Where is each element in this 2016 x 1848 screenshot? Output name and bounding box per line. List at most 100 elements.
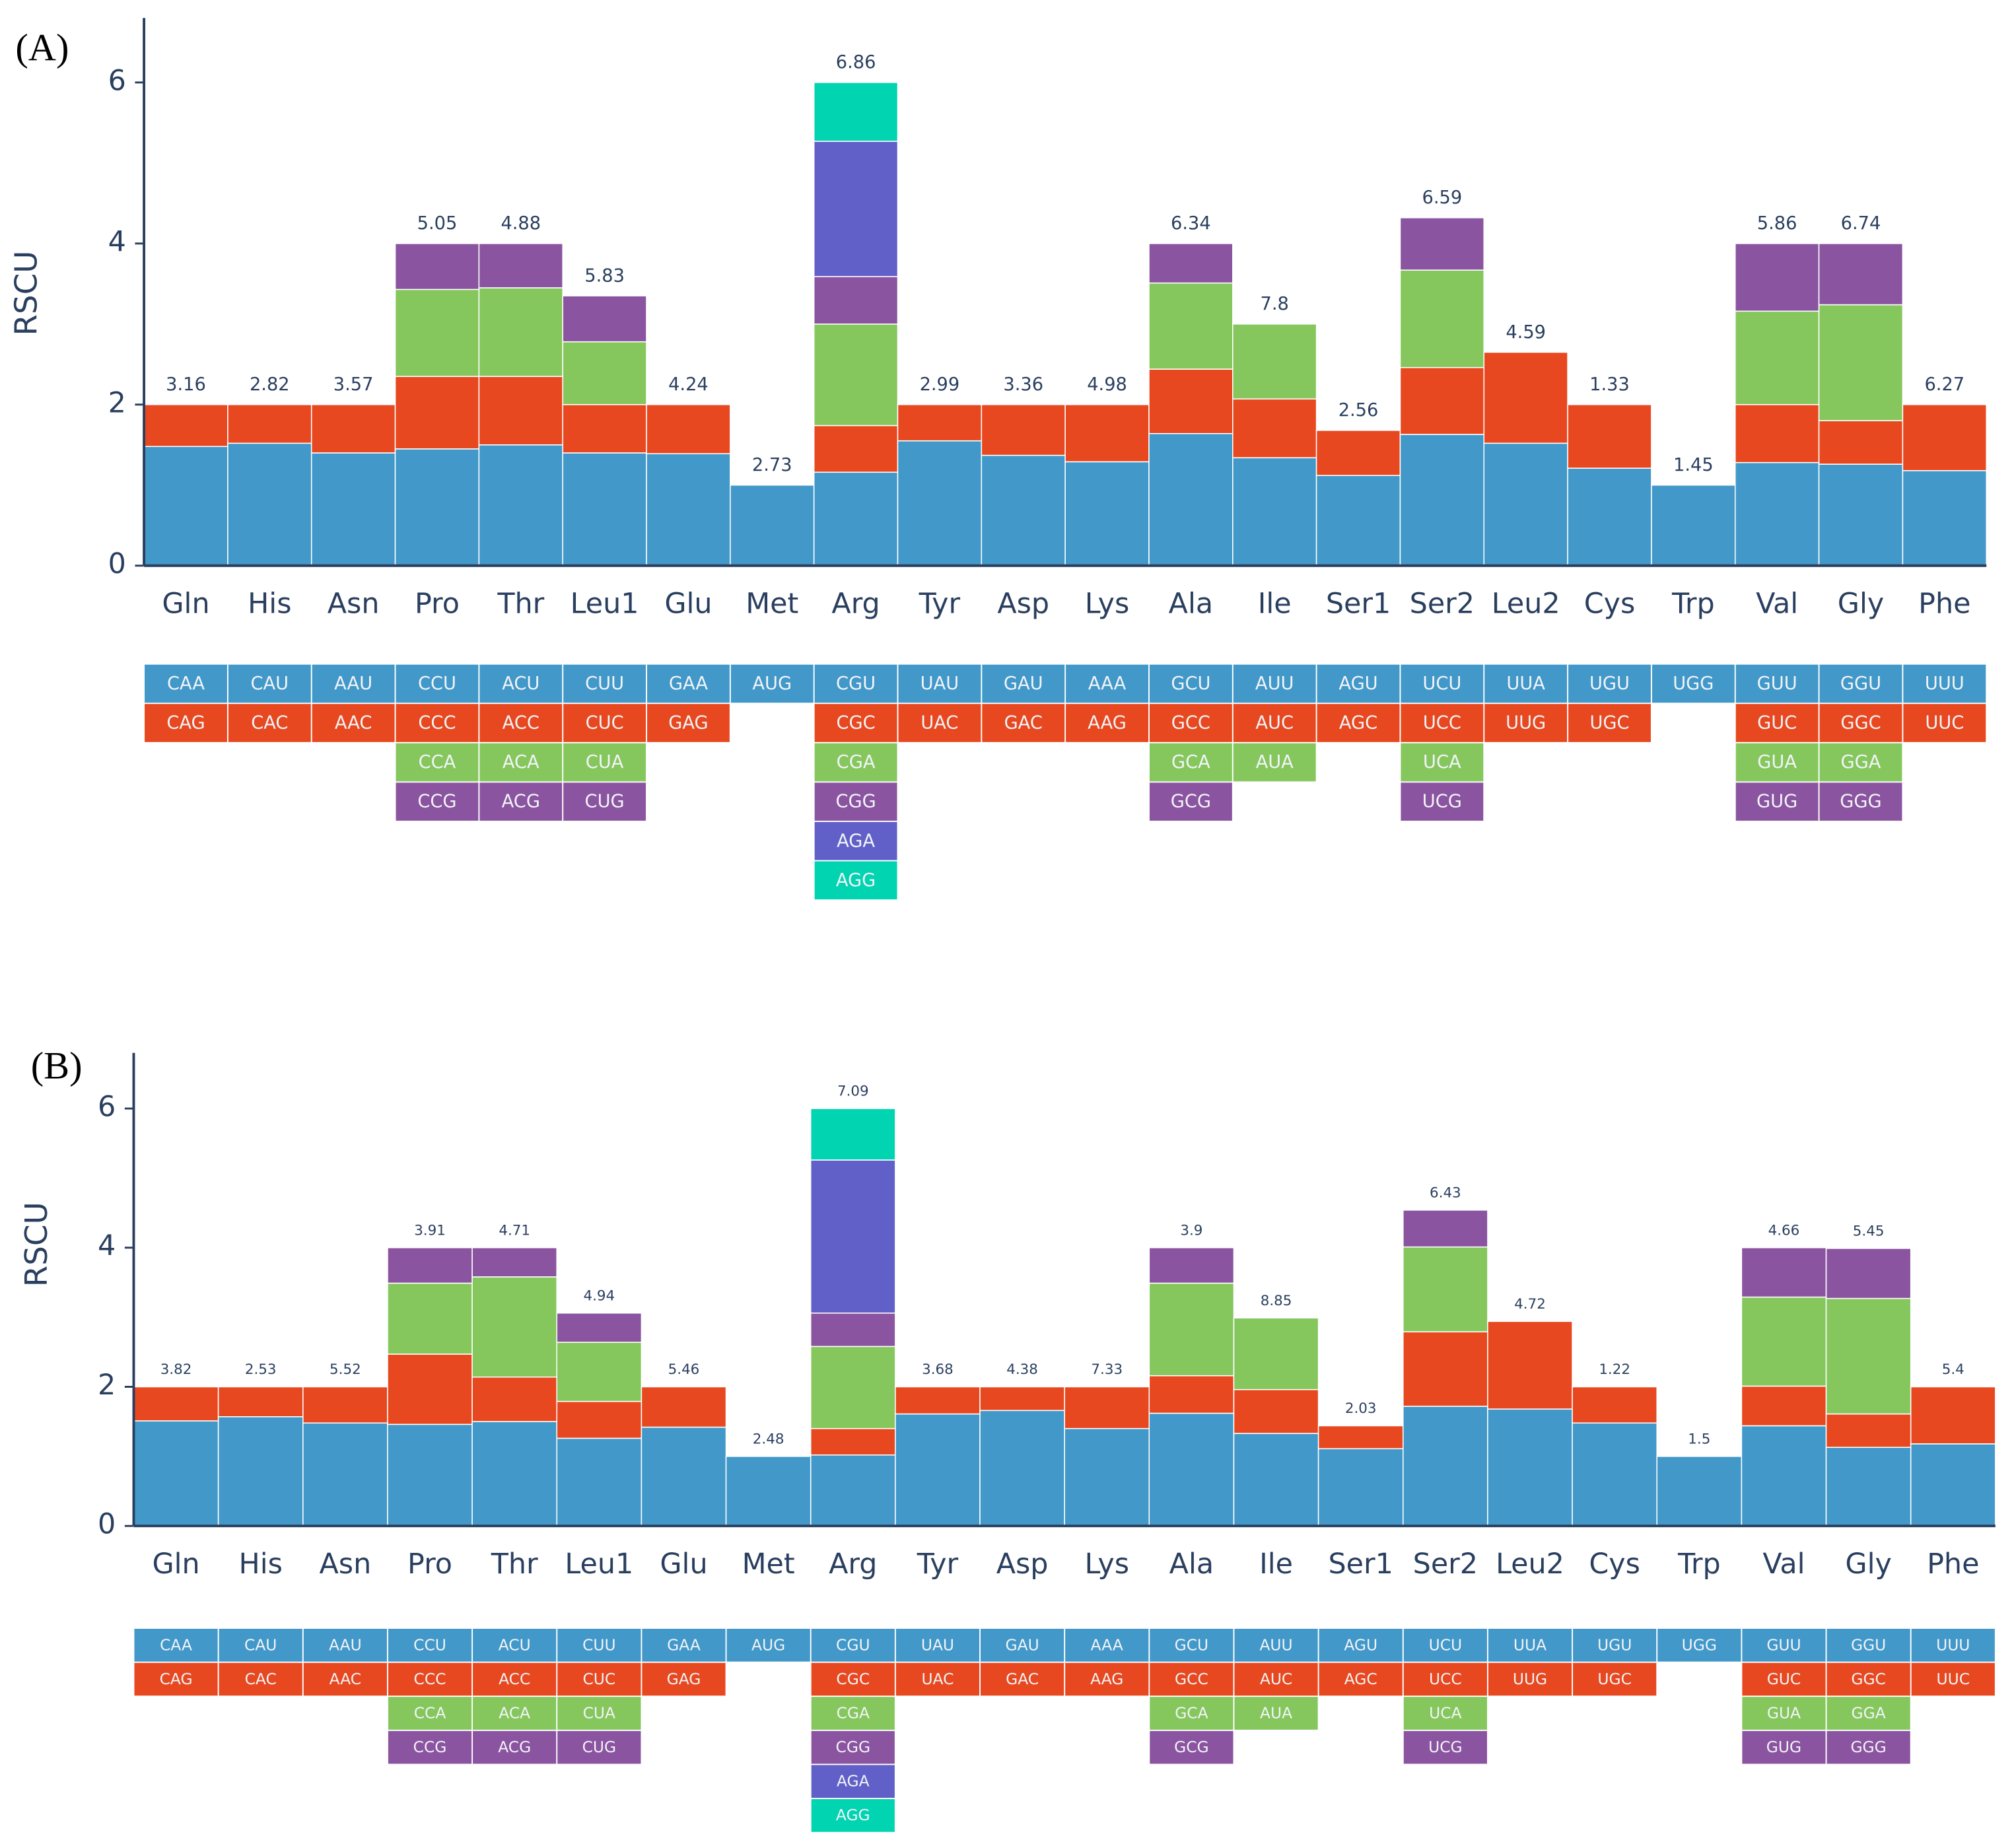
y-tick-label: 6 [98, 1090, 116, 1123]
bar-segment [302, 1386, 388, 1424]
codon-cell [228, 664, 311, 703]
codon-cell [1319, 1628, 1403, 1662]
codon-cell [134, 1628, 218, 1662]
codon-label: AGC [1344, 1670, 1377, 1688]
bar-segment [478, 444, 563, 566]
codon-cell [1065, 1628, 1149, 1662]
x-tick-label: Ser2 [1410, 588, 1475, 621]
codon-label: GUA [1767, 1703, 1801, 1722]
bar-segment [641, 1386, 727, 1428]
codon-label: UCC [1429, 1670, 1462, 1688]
codon-cell [557, 1697, 641, 1730]
y-axis-title: RSCU [9, 251, 44, 336]
codon-cell [1488, 1628, 1572, 1662]
codon-cell [895, 1628, 980, 1662]
bar-segment [1148, 432, 1234, 566]
bar-segment [1148, 1412, 1235, 1526]
codon-cell [388, 1730, 472, 1764]
bar-segment [478, 376, 563, 446]
bar-segment [556, 1400, 643, 1439]
bar-segment [979, 1410, 1065, 1526]
codon-label: UUU [1936, 1635, 1970, 1654]
bar-top-label: 3.57 [333, 374, 374, 395]
codon-cell [145, 704, 227, 742]
codon-label: GGU [1851, 1635, 1886, 1654]
bar-segment [1734, 462, 1820, 566]
codon-cell [1065, 1662, 1149, 1696]
bar-segment [143, 446, 228, 566]
bar-segment [1902, 404, 1987, 471]
bar-segment [1232, 398, 1317, 459]
codon-cell [1826, 1730, 1910, 1764]
codon-label: AGC [1339, 713, 1377, 734]
bar-segment [895, 1386, 981, 1415]
codon-label: CAU [244, 1635, 277, 1654]
codon-cell [1903, 704, 1986, 742]
codon-label: GGC [1840, 713, 1881, 734]
codon-cell [303, 1662, 387, 1696]
codon-cell [1819, 704, 1902, 742]
codon-cell [1651, 664, 1735, 703]
bar-segment [1910, 1443, 1996, 1526]
codon-label: AUA [1260, 1703, 1292, 1722]
bar-segment [1572, 1386, 1658, 1424]
bar-segment [1818, 243, 1904, 306]
x-tick-label: Gly [1838, 588, 1884, 621]
codon-label: UUG [1506, 713, 1546, 734]
y-tick-label: 4 [108, 225, 126, 258]
codon-label: AGU [1344, 1635, 1377, 1654]
codon-cell [1150, 1697, 1234, 1730]
bar-segment [1233, 1388, 1319, 1434]
bar-top-label: 4.38 [1006, 1361, 1038, 1378]
bar-top-label: 2.73 [752, 455, 792, 475]
bar-segment [979, 1386, 1065, 1412]
bar-segment [1315, 475, 1401, 566]
codon-label: AAA [1091, 1635, 1123, 1654]
codon-cell [1401, 782, 1484, 821]
codon-cell [557, 1730, 641, 1764]
bar-segment [897, 404, 983, 442]
codon-label: CGC [836, 713, 875, 734]
codon-label: CAU [250, 673, 289, 694]
codon-label: CUG [582, 1738, 617, 1756]
codon-cell [479, 743, 563, 782]
codon-cell [1826, 1662, 1910, 1696]
codon-cell [814, 704, 897, 742]
bar-segment [394, 376, 480, 450]
bar-segment [1403, 1406, 1488, 1526]
x-tick-label: Ile [1258, 588, 1292, 621]
bar-segment [1317, 1448, 1404, 1526]
codon-cell [1735, 704, 1819, 742]
bar-segment [1818, 420, 1904, 465]
bar-top-label: 1.33 [1589, 374, 1630, 395]
codon-label: CCC [418, 713, 456, 734]
codon-cell [1735, 782, 1819, 821]
codon-cell [396, 704, 479, 742]
codon-cell [1484, 704, 1568, 742]
codon-cell [396, 782, 479, 821]
codon-label: CGC [836, 1670, 870, 1688]
codon-label: AUU [1259, 1635, 1292, 1654]
x-tick-label: Glu [660, 1548, 707, 1581]
codon-cell [811, 1730, 895, 1764]
bar-segment [562, 404, 647, 454]
codon-label: UCA [1429, 1703, 1461, 1722]
codon-label: CAC [245, 1670, 277, 1688]
codon-label: GUU [1757, 673, 1797, 694]
bar-segment [556, 1313, 643, 1343]
x-tick-label: Asp [996, 1548, 1049, 1581]
codon-label: GUG [1766, 1738, 1801, 1756]
codon-cell [1911, 1662, 1995, 1696]
bar-segment [1910, 1386, 1996, 1445]
codon-cell [726, 1628, 810, 1662]
codon-cell [1488, 1662, 1572, 1696]
codon-label: GAA [669, 673, 709, 694]
x-tick-label: Glu [664, 588, 712, 621]
codon-label: GGA [1852, 1703, 1886, 1722]
codon-cell [1826, 1628, 1910, 1662]
bar-top-label: 5.86 [1757, 213, 1797, 234]
x-tick-label: Leu1 [571, 588, 639, 621]
codon-label: GCG [1174, 1738, 1209, 1756]
x-tick-label: Gln [152, 1548, 199, 1581]
codon-label: AGA [837, 1772, 870, 1791]
